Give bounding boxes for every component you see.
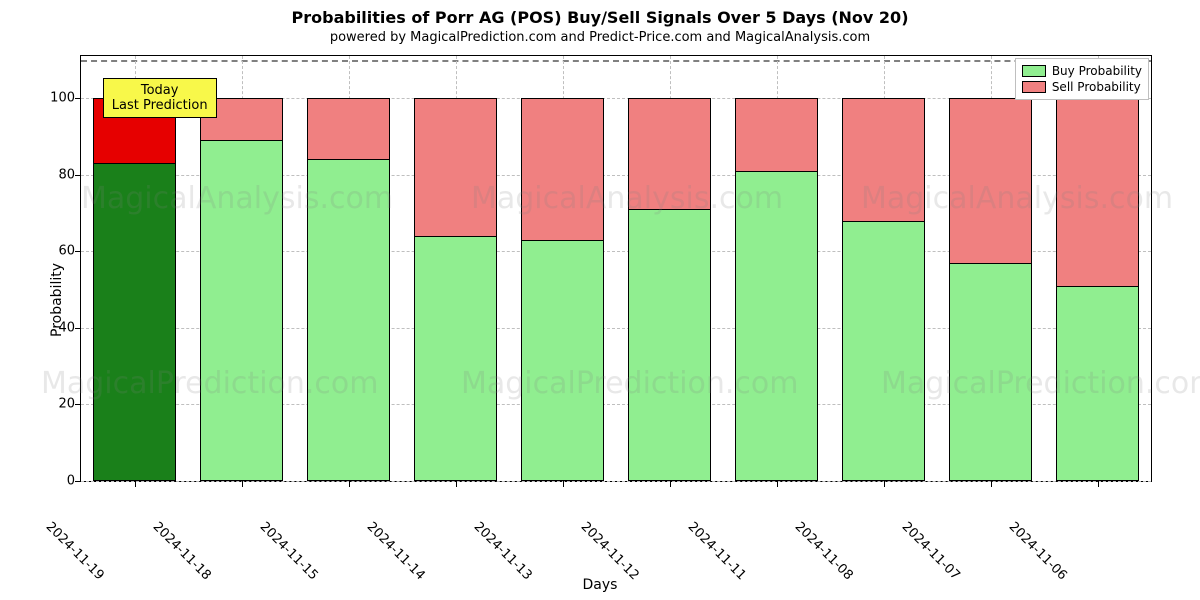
y-tick-label: 60 <box>39 244 75 259</box>
x-axis-label: Days <box>0 577 1200 593</box>
today-label-line1: Today <box>141 83 179 98</box>
bar-group <box>735 56 818 481</box>
bar-buy <box>521 240 604 481</box>
legend-buy-label: Buy Probability <box>1052 63 1142 79</box>
today-label-box: Today Last Prediction <box>103 78 217 118</box>
bar-buy <box>93 163 176 481</box>
y-tick-mark <box>75 328 81 329</box>
y-tick-label: 100 <box>39 91 75 106</box>
x-tick-mark <box>1098 481 1099 487</box>
legend-sell-row: Sell Probability <box>1022 79 1142 95</box>
bar-group <box>842 56 925 481</box>
x-tick-mark <box>884 481 885 487</box>
chart-subtitle: powered by MagicalPrediction.com and Pre… <box>0 30 1200 45</box>
bar-group <box>521 56 604 481</box>
bar-buy <box>200 140 283 481</box>
bar-buy <box>842 221 925 481</box>
bar-buy <box>949 263 1032 481</box>
x-tick-label: 2024-11-12 <box>577 519 641 583</box>
bar-buy <box>1056 286 1139 481</box>
x-tick-label: 2024-11-18 <box>149 519 213 583</box>
bar-buy <box>307 159 390 481</box>
x-tick-label: 2024-11-06 <box>1005 519 1069 583</box>
y-tick-mark <box>75 98 81 99</box>
x-tick-mark <box>242 481 243 487</box>
x-tick-label: 2024-11-14 <box>363 519 427 583</box>
x-tick-mark <box>456 481 457 487</box>
x-tick-label: 2024-11-13 <box>470 519 534 583</box>
bar-group <box>1056 56 1139 481</box>
y-tick-mark <box>75 404 81 405</box>
watermark: MagicalPrediction.com <box>881 366 1200 401</box>
today-label-line2: Last Prediction <box>112 98 208 113</box>
bar-buy <box>735 171 818 481</box>
x-tick-mark <box>563 481 564 487</box>
y-tick-mark <box>75 251 81 252</box>
legend-sell-swatch <box>1022 81 1046 93</box>
chart-figure: Probabilities of Porr AG (POS) Buy/Sell … <box>0 0 1200 600</box>
x-tick-mark <box>670 481 671 487</box>
bar-buy <box>414 236 497 481</box>
x-tick-label: 2024-11-19 <box>42 519 106 583</box>
x-tick-mark <box>349 481 350 487</box>
legend-buy-row: Buy Probability <box>1022 63 1142 79</box>
bar-group <box>949 56 1032 481</box>
bar-group <box>200 56 283 481</box>
bar-group <box>628 56 711 481</box>
y-tick-mark <box>75 175 81 176</box>
legend-sell-label: Sell Probability <box>1052 79 1141 95</box>
x-tick-label: 2024-11-11 <box>684 519 748 583</box>
y-tick-label: 20 <box>39 397 75 412</box>
bar-buy <box>628 209 711 481</box>
y-tick-mark <box>75 481 81 482</box>
bar-group <box>307 56 390 481</box>
x-tick-mark <box>135 481 136 487</box>
x-tick-label: 2024-11-08 <box>791 519 855 583</box>
x-tick-mark <box>777 481 778 487</box>
x-tick-mark <box>991 481 992 487</box>
bar-group <box>414 56 497 481</box>
x-tick-label: 2024-11-15 <box>256 519 320 583</box>
chart-title: Probabilities of Porr AG (POS) Buy/Sell … <box>0 8 1200 27</box>
x-tick-label: 2024-11-07 <box>898 519 962 583</box>
plot-area: Buy Probability Sell Probability Magical… <box>80 55 1152 482</box>
legend-buy-swatch <box>1022 65 1046 77</box>
y-tick-label: 80 <box>39 167 75 182</box>
y-tick-label: 0 <box>39 474 75 489</box>
bar-group <box>93 56 176 481</box>
legend: Buy Probability Sell Probability <box>1015 58 1149 100</box>
y-tick-label: 40 <box>39 320 75 335</box>
